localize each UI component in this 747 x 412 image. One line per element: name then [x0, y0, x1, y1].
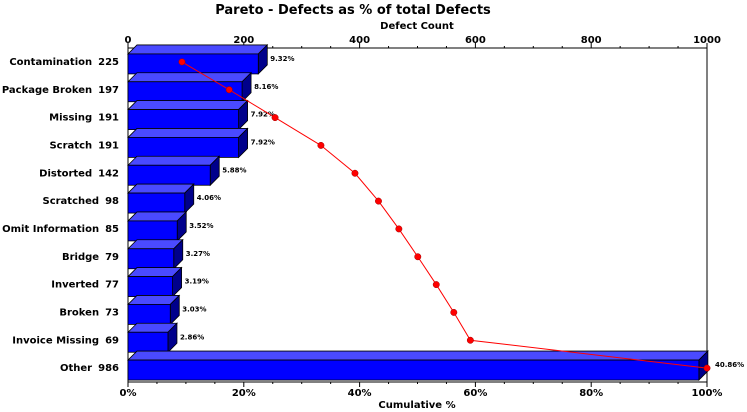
- bar-percent-label: 3.27%: [186, 250, 210, 258]
- category-name: Missing: [49, 113, 92, 124]
- bar: [127, 276, 173, 297]
- category-name: Broken: [59, 307, 99, 318]
- bar-percent-label: 2.86%: [180, 333, 204, 341]
- category-label: Invoice Missing 69: [12, 335, 119, 346]
- bar-percent-label: 3.52%: [189, 222, 213, 230]
- bar-top-face: [127, 155, 221, 166]
- bar-top-face: [127, 72, 253, 83]
- top-tick-label: 200: [233, 35, 254, 46]
- category-label: Omit Information 85: [2, 224, 119, 235]
- top-tick-label: 600: [465, 35, 486, 46]
- bar-percent-label: 40.86%: [715, 361, 744, 369]
- top-tick-label: 800: [581, 35, 602, 46]
- bar: [127, 304, 171, 325]
- plot-area: 0 200 400 600 800 1000 0% 20% 40% 60% 80% 100% 9.32%…: [2, 35, 744, 399]
- category-count: 197: [98, 85, 119, 96]
- category-name: Other: [60, 363, 92, 374]
- category-count: 79: [105, 252, 119, 263]
- category-count: 142: [98, 168, 119, 179]
- top-tick-label: 400: [349, 35, 370, 46]
- bar-top-face: [127, 211, 188, 222]
- category-count: 98: [105, 196, 119, 207]
- category-count: 225: [98, 57, 119, 68]
- bar: [127, 164, 211, 186]
- category-name: Scratch: [49, 140, 92, 151]
- category-count: 77: [105, 280, 119, 291]
- bar: [127, 81, 243, 103]
- category-name: Contamination: [9, 57, 92, 68]
- bar: [127, 192, 186, 214]
- cumulative-point: [450, 308, 458, 316]
- category-label: Bridge 79: [62, 252, 119, 263]
- bar: [127, 248, 175, 270]
- bottom-axis-title: Cumulative %: [378, 400, 455, 411]
- bottom-tick-label: 40%: [348, 388, 372, 399]
- category-label: Broken 73: [59, 307, 119, 318]
- bottom-tick-label: 0%: [120, 388, 137, 399]
- cumulative-point: [414, 253, 422, 261]
- top-axis-title: Defect Count: [380, 21, 454, 32]
- chart-title: Pareto - Defects as % of total Defects: [215, 3, 491, 18]
- category-label: Inverted 77: [51, 280, 119, 291]
- category-name: Invoice Missing: [12, 335, 99, 346]
- bar-percent-label: 7.92%: [251, 138, 275, 146]
- bar-percent-label: 3.03%: [182, 305, 206, 313]
- bar-percent-label: 8.16%: [254, 83, 278, 91]
- bar-top-face: [127, 350, 709, 361]
- cumulative-line: [181, 61, 708, 369]
- cumulative-point: [395, 225, 403, 233]
- bar-percent-label: 9.32%: [270, 55, 294, 63]
- bottom-tick-label: 20%: [232, 388, 256, 399]
- bar: [127, 53, 259, 75]
- category-label: Contamination 225: [9, 57, 119, 68]
- category-count: 191: [98, 113, 119, 124]
- category-count: 73: [105, 307, 119, 318]
- bar: [127, 109, 239, 130]
- bar-percent-label: 4.06%: [197, 194, 221, 202]
- category-count: 986: [98, 363, 119, 374]
- cumulative-point: [351, 169, 359, 177]
- bar-top-face: [127, 100, 249, 110]
- top-tick-label: 0: [125, 35, 132, 46]
- category-label: Missing 191: [49, 113, 119, 124]
- bar-percent-label: 7.92%: [251, 111, 275, 119]
- category-name: Package Broken: [2, 85, 92, 96]
- category-label: Other 986: [60, 363, 119, 374]
- cumulative-point: [317, 141, 325, 149]
- bar-top-face: [127, 183, 195, 194]
- category-label: Distorted 142: [39, 168, 119, 179]
- category-name: Bridge: [62, 252, 99, 263]
- cumulative-point: [178, 58, 186, 66]
- top-tick-label: 1000: [693, 35, 721, 46]
- bottom-tick-label: 60%: [463, 388, 487, 399]
- bar-percent-label: 3.19%: [185, 278, 209, 286]
- category-name: Distorted: [39, 168, 92, 179]
- bottom-tick-label: 80%: [579, 388, 603, 399]
- bar: [127, 137, 239, 158]
- bar-top-face: [127, 128, 249, 138]
- category-label: Scratched 98: [43, 196, 120, 207]
- cumulative-point: [375, 197, 382, 205]
- bottom-tick-label: 100%: [692, 388, 723, 399]
- category-count: 69: [105, 335, 119, 346]
- category-name: Omit Information: [2, 224, 99, 235]
- cumulative-point: [703, 364, 711, 372]
- cumulative-point: [466, 336, 474, 344]
- bar: [127, 331, 169, 353]
- category-label: Package Broken 197: [2, 85, 119, 96]
- cumulative-point: [432, 281, 440, 289]
- cumulative-point: [271, 114, 279, 122]
- bar-top-face: [127, 44, 269, 55]
- bar: [127, 220, 178, 242]
- category-label: Scratch 191: [49, 140, 119, 151]
- category-count: 85: [105, 224, 119, 235]
- category-name: Scratched: [43, 196, 100, 207]
- bar: [127, 359, 700, 381]
- category-count: 191: [98, 140, 119, 151]
- bar-percent-label: 5.88%: [222, 166, 246, 174]
- category-name: Inverted: [51, 280, 99, 291]
- cumulative-point: [225, 86, 233, 94]
